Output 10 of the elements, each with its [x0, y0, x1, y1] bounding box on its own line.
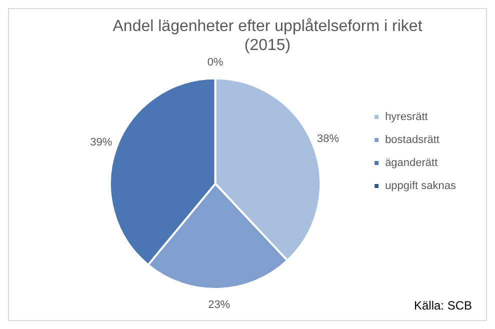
data-label: 38% [317, 133, 340, 146]
legend-label: uppgift saknas [385, 180, 456, 192]
legend-label: hyresrätt [385, 111, 428, 124]
legend-label: äganderätt [385, 157, 438, 170]
text: 0% [207, 56, 224, 68]
text: Källa: SCB [414, 298, 472, 312]
chart-title: Andel lägenheter efter upplåtelseform i riket (2015) [112, 18, 423, 54]
data-label: 39% [90, 136, 112, 149]
legend-label: bostadsrätt [385, 134, 440, 146]
data-label: 23% [208, 298, 230, 311]
